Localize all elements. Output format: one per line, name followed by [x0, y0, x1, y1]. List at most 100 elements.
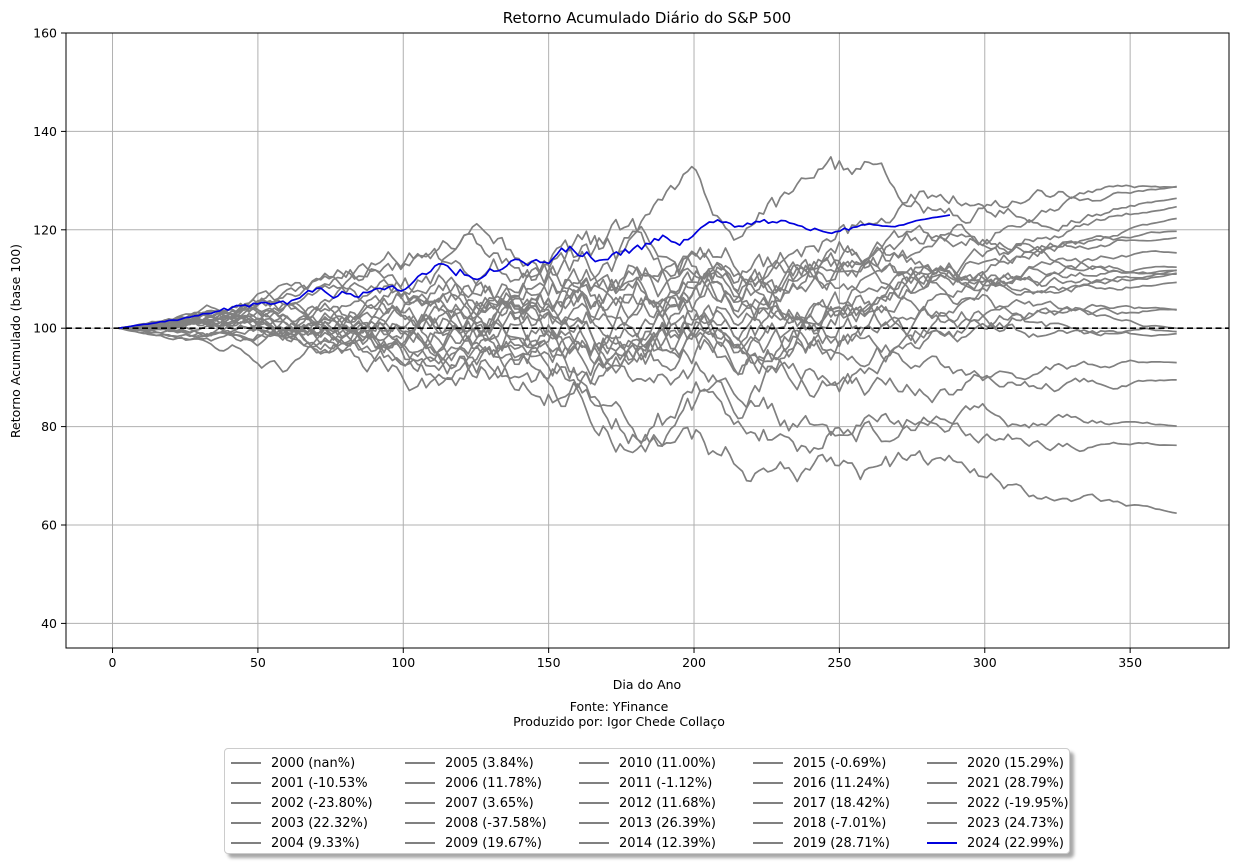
- legend-swatch: [231, 782, 261, 784]
- x-tick-label: 250: [827, 655, 851, 670]
- legend-item: 2002 (-23.80%): [229, 793, 403, 813]
- legend-item: 2001 (-10.53%: [229, 773, 403, 793]
- author-note: Produzido por: Igor Chede Collaço: [513, 714, 725, 729]
- legend-item: 2010 (11.00%): [577, 753, 751, 773]
- legend-label: 2022 (-19.95%): [967, 795, 1069, 811]
- legend-label: 2023 (24.73%): [967, 815, 1064, 831]
- legend-swatch: [579, 802, 609, 804]
- series-line: [118, 305, 1177, 389]
- legend-item: 2022 (-19.95%): [925, 793, 1099, 813]
- y-tick-label: 40: [41, 616, 57, 631]
- legend-item: 2020 (15.29%): [925, 753, 1099, 773]
- legend-swatch: [405, 762, 435, 764]
- legend-swatch: [579, 762, 609, 764]
- legend-item: 2006 (11.78%): [403, 773, 577, 793]
- series-line: [118, 246, 1177, 361]
- legend-item: 2000 (nan%): [229, 753, 403, 773]
- legend-label: 2009 (19.67%): [445, 835, 542, 851]
- legend-label: 2017 (18.42%): [793, 795, 890, 811]
- legend-item: 2018 (-7.01%): [751, 813, 925, 833]
- legend-swatch: [579, 842, 609, 844]
- legend-label: 2011 (-1.12%): [619, 775, 713, 791]
- series-line: [118, 263, 1177, 373]
- legend-swatch: [927, 762, 957, 764]
- legend-label: 2006 (11.78%): [445, 775, 542, 791]
- x-tick-label: 100: [391, 655, 415, 670]
- legend-item: 2017 (18.42%): [751, 793, 925, 813]
- legend-swatch: [927, 782, 957, 784]
- legend-item: 2004 (9.33%): [229, 833, 403, 853]
- x-tick-label: 300: [973, 655, 997, 670]
- x-tick-label: 50: [250, 655, 266, 670]
- legend-label: 2003 (22.32%): [271, 815, 368, 831]
- series-line: [118, 327, 1177, 515]
- y-tick-label: 160: [33, 26, 57, 41]
- chart-title: Retorno Acumulado Diário do S&P 500: [503, 9, 791, 27]
- legend-swatch: [231, 842, 261, 844]
- legend-swatch: [405, 782, 435, 784]
- legend-swatch: [405, 842, 435, 844]
- legend-label: 2015 (-0.69%): [793, 755, 887, 771]
- legend-swatch: [405, 822, 435, 824]
- legend-item: 2016 (11.24%): [751, 773, 925, 793]
- series-line: [118, 247, 1177, 339]
- legend-item: 2012 (11.68%): [577, 793, 751, 813]
- legend-item: 2015 (-0.69%): [751, 753, 925, 773]
- legend-item: 2019 (28.71%): [751, 833, 925, 853]
- legend-label: 2024 (22.99%): [967, 835, 1064, 851]
- legend-swatch: [753, 762, 783, 764]
- legend-label: 2013 (26.39%): [619, 815, 716, 831]
- legend-label: 2019 (28.71%): [793, 835, 890, 851]
- legend-swatch: [753, 842, 783, 844]
- legend-swatch: [753, 782, 783, 784]
- legend-grid: 2000 (nan%) 2001 (-10.53% 2002 (-23.80%) 20…: [229, 753, 1099, 853]
- series-layer: [118, 156, 1177, 515]
- series-line: [118, 230, 1177, 333]
- legend-label: 2004 (9.33%): [271, 835, 360, 851]
- legend-item: 2008 (-37.58%): [403, 813, 577, 833]
- legend-item: 2021 (28.79%): [925, 773, 1099, 793]
- legend-label: 2005 (3.84%): [445, 755, 534, 771]
- legend-swatch: [927, 802, 957, 804]
- plot-frame: [65, 32, 1230, 649]
- legend-label: 2016 (11.24%): [793, 775, 890, 791]
- x-tick-label: 0: [109, 655, 117, 670]
- series-line: [118, 282, 1177, 404]
- legend-label: 2014 (12.39%): [619, 835, 716, 851]
- legend-swatch: [579, 822, 609, 824]
- legend-label: 2008 (-37.58%): [445, 815, 547, 831]
- series-line: [118, 205, 1177, 345]
- y-tick-label: 80: [41, 419, 57, 434]
- legend-label: 2018 (-7.01%): [793, 815, 887, 831]
- legend-item: 2007 (3.65%): [403, 793, 577, 813]
- legend-swatch: [231, 762, 261, 764]
- series-line: [118, 327, 1177, 454]
- x-tick-label: 200: [682, 655, 706, 670]
- legend-label: 2000 (nan%): [271, 755, 356, 771]
- legend-item: 2009 (19.67%): [403, 833, 577, 853]
- legend-item: 2011 (-1.12%): [577, 773, 751, 793]
- legend-item: 2003 (22.32%): [229, 813, 403, 833]
- x-tick-label: 150: [537, 655, 561, 670]
- legend: 2000 (nan%) 2001 (-10.53% 2002 (-23.80%) 20…: [224, 748, 1070, 854]
- series-line: [118, 156, 1177, 335]
- legend-label: 2001 (-10.53%: [271, 775, 368, 791]
- legend-label: 2020 (15.29%): [967, 755, 1064, 771]
- legend-swatch: [753, 802, 783, 804]
- legend-swatch: [579, 782, 609, 784]
- x-tick-label: 350: [1118, 655, 1142, 670]
- legend-item: 2023 (24.73%): [925, 813, 1099, 833]
- legend-item: 2005 (3.84%): [403, 753, 577, 773]
- legend-swatch: [927, 842, 957, 844]
- legend-swatch: [231, 822, 261, 824]
- source-note: Fonte: YFinance: [569, 699, 669, 714]
- y-tick-label: 140: [33, 124, 57, 139]
- series-line: [118, 230, 1177, 330]
- series-line: [118, 184, 1177, 344]
- legend-label: 2010 (11.00%): [619, 755, 716, 771]
- legend-item: 2024 (22.99%): [925, 833, 1099, 853]
- tick-layer: 0 50 100 150 200 250 300 350 40 60 80 100 120 140 160: [33, 26, 1142, 671]
- legend-label: 2021 (28.79%): [967, 775, 1064, 791]
- series-line: [118, 236, 1177, 358]
